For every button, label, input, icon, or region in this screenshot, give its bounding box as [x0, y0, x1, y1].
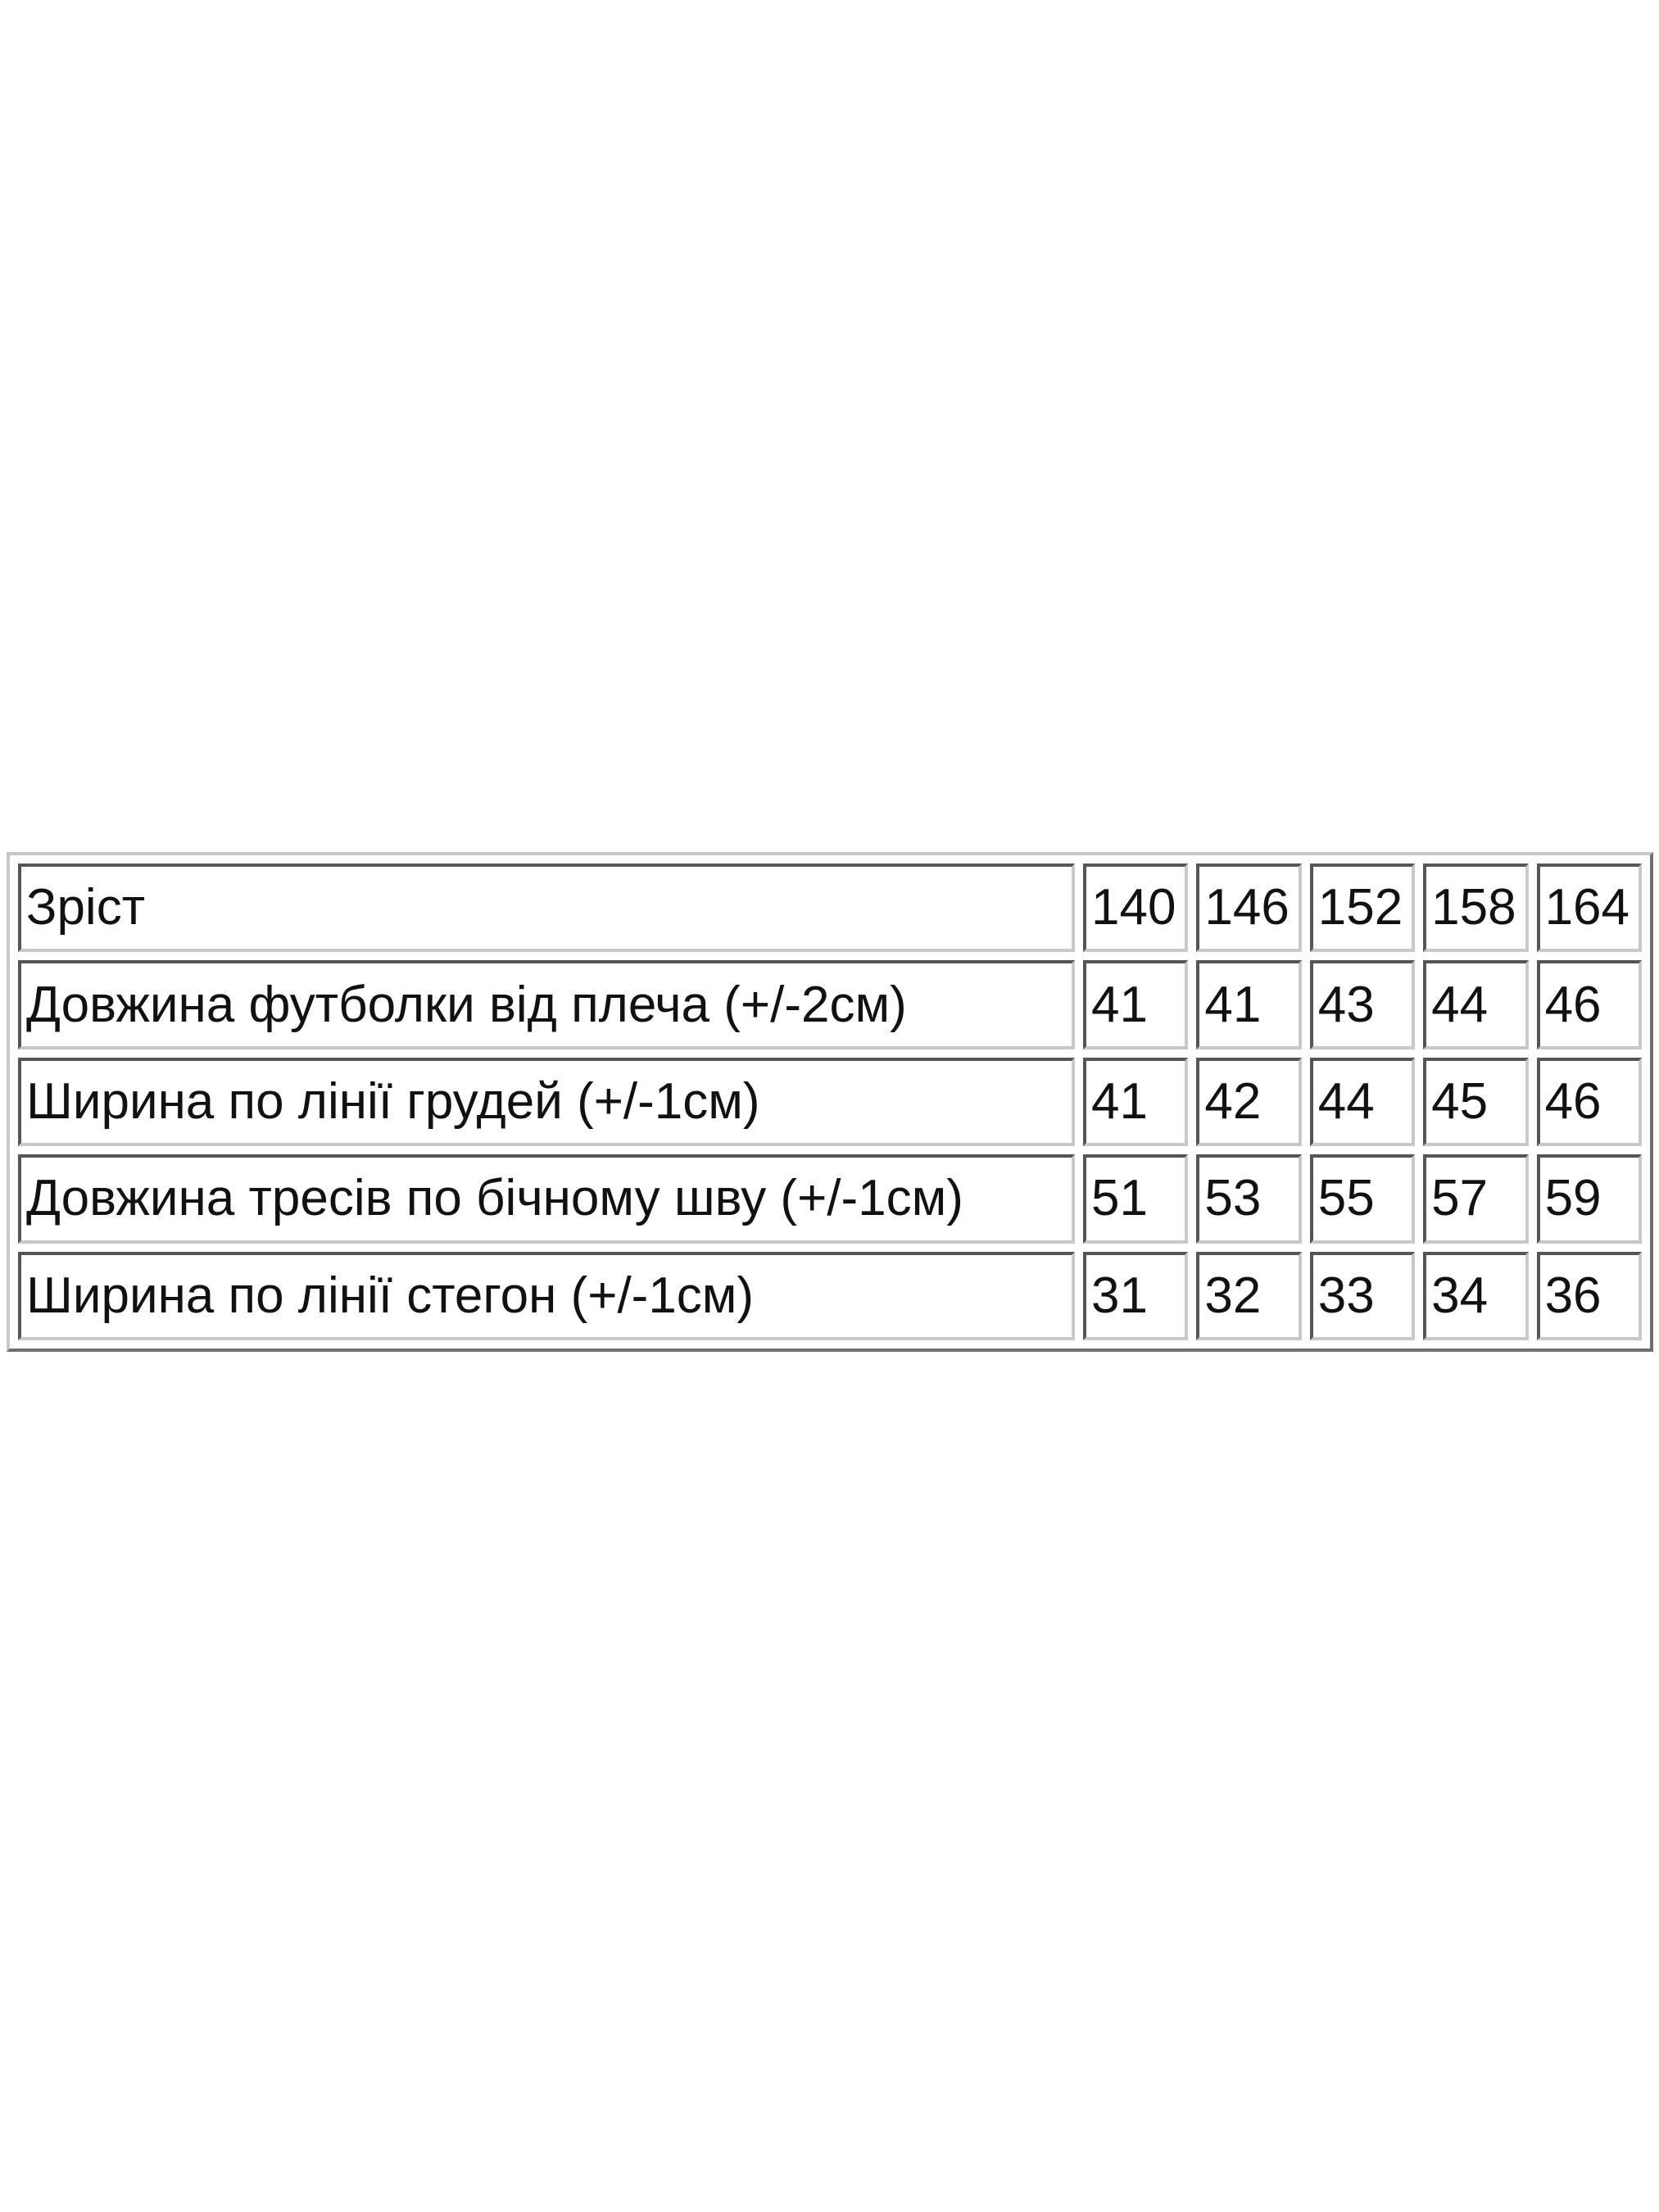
- value-cell: 36: [1536, 1251, 1642, 1340]
- value-cell: 42: [1196, 1057, 1302, 1147]
- value-cell: 46: [1536, 960, 1642, 1049]
- row-label: Зріст: [18, 863, 1075, 953]
- row-label: Ширина по лінії грудей (+/-1см): [18, 1057, 1075, 1147]
- value-cell: 164: [1536, 863, 1642, 953]
- value-cell: 43: [1309, 960, 1416, 1049]
- value-cell: 41: [1083, 960, 1189, 1049]
- value-cell: 57: [1423, 1154, 1529, 1244]
- value-cell: 46: [1536, 1057, 1642, 1147]
- table-row: Ширина по лінії грудей (+/-1см) 41 42 44 45 4…: [18, 1057, 1642, 1147]
- table-row: Ширина по лінії стегон (+/-1см) 31 32 33 34 3…: [18, 1251, 1642, 1340]
- value-cell: 158: [1423, 863, 1529, 953]
- table-row: Довжина тресів по бічному шву (+/-1см) 51…: [18, 1154, 1642, 1244]
- value-cell: 34: [1423, 1251, 1529, 1340]
- value-cell: 44: [1423, 960, 1529, 1049]
- table-row: Довжина футболки від плеча (+/-2см) 41 41 4…: [18, 960, 1642, 1049]
- value-cell: 146: [1196, 863, 1302, 953]
- value-cell: 45: [1423, 1057, 1529, 1147]
- value-cell: 31: [1083, 1251, 1189, 1340]
- row-label: Ширина по лінії стегон (+/-1см): [18, 1251, 1075, 1340]
- size-chart-table: Зріст 140 146 152 158 164 Довжина футболки від…: [7, 852, 1653, 1352]
- value-cell: 140: [1083, 863, 1189, 953]
- header-row: Зріст 140 146 152 158 164: [18, 863, 1642, 953]
- value-cell: 32: [1196, 1251, 1302, 1340]
- value-cell: 152: [1309, 863, 1416, 953]
- value-cell: 44: [1309, 1057, 1416, 1147]
- value-cell: 41: [1196, 960, 1302, 1049]
- value-cell: 53: [1196, 1154, 1302, 1244]
- row-label: Довжина футболки від плеча (+/-2см): [18, 960, 1075, 1049]
- value-cell: 55: [1309, 1154, 1416, 1244]
- value-cell: 51: [1083, 1154, 1189, 1244]
- value-cell: 33: [1309, 1251, 1416, 1340]
- row-label: Довжина тресів по бічному шву (+/-1см): [18, 1154, 1075, 1244]
- value-cell: 59: [1536, 1154, 1642, 1244]
- value-cell: 41: [1083, 1057, 1189, 1147]
